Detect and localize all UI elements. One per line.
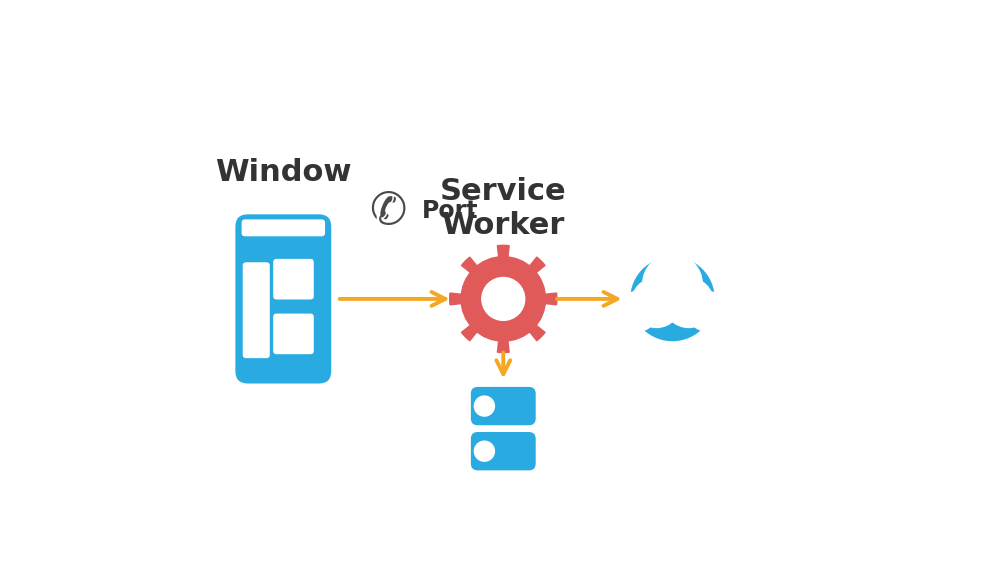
Text: Service
Worker: Service Worker [440,178,567,240]
Circle shape [664,278,713,328]
Circle shape [630,257,714,341]
FancyBboxPatch shape [235,214,332,384]
Circle shape [482,277,524,320]
FancyBboxPatch shape [242,219,325,236]
Circle shape [643,254,703,314]
Circle shape [688,292,727,331]
Circle shape [473,440,495,462]
Circle shape [618,292,657,331]
Polygon shape [450,245,557,352]
FancyBboxPatch shape [274,259,314,299]
Bar [618,294,727,321]
Circle shape [473,395,495,417]
Text: ✆: ✆ [369,190,406,233]
FancyBboxPatch shape [243,262,270,358]
Text: Window: Window [215,157,351,187]
FancyBboxPatch shape [274,314,314,354]
Text: Port: Port [421,200,478,223]
FancyBboxPatch shape [471,387,535,425]
Circle shape [632,278,681,328]
FancyBboxPatch shape [471,432,535,470]
